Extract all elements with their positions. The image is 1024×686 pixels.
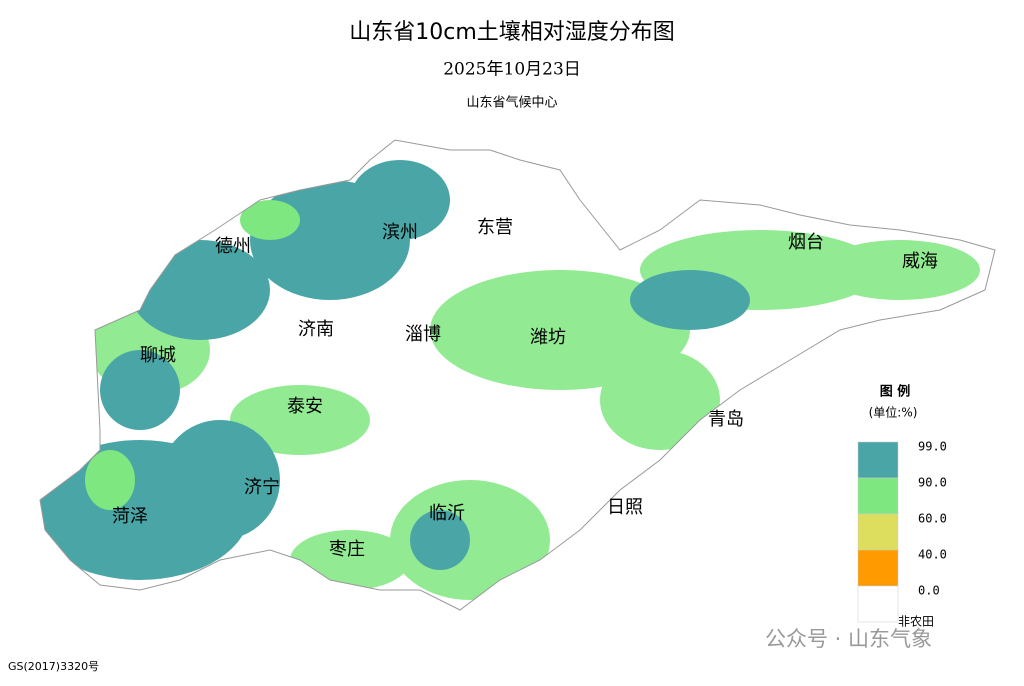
- city-label: 泰安: [287, 396, 323, 417]
- legend-swatch: [857, 585, 899, 623]
- date: 2025年10月23日: [443, 60, 581, 80]
- city-label: 济南: [298, 319, 334, 340]
- province-outline: [39, 139, 996, 611]
- city-label: 菏泽: [112, 506, 148, 527]
- city-label: 东营: [477, 217, 513, 238]
- city-label: 德州: [215, 236, 251, 257]
- legend: 99.0 90.0 60.0 40.0 0.0 非农田: [857, 440, 947, 629]
- city-label: 青岛: [708, 409, 744, 430]
- map-code: GS(2017)3320号: [8, 660, 99, 673]
- title: 山东省10cm土壤相对湿度分布图: [349, 20, 675, 45]
- city-label: 滨州: [382, 222, 418, 243]
- city-label: 临沂: [429, 503, 465, 524]
- city-label: 济宁: [244, 477, 280, 498]
- city-label: 淄博: [405, 324, 441, 345]
- watermark: 公众号 · 山东气象: [765, 627, 932, 651]
- legend-label: 0.0: [918, 584, 940, 598]
- legend-label: 非农田: [898, 615, 934, 629]
- city-label: 枣庄: [329, 539, 365, 560]
- city-label: 烟台: [788, 232, 824, 253]
- legend-unit: (单位:%): [869, 405, 918, 420]
- legend-label: 99.0: [918, 440, 947, 454]
- legend-swatch: [857, 441, 899, 479]
- legend-swatch: [857, 477, 899, 515]
- legend-title: 图 例: [880, 384, 911, 400]
- city-label: 潍坊: [530, 327, 566, 348]
- legend-label: 40.0: [918, 548, 947, 562]
- city-label: 聊城: [140, 345, 176, 366]
- legend-label: 60.0: [918, 512, 947, 526]
- city-label: 日照: [607, 497, 643, 518]
- legend-swatch: [857, 513, 899, 551]
- legend-label: 90.0: [918, 476, 947, 490]
- city-label: 威海: [902, 251, 938, 272]
- legend-swatch: [857, 549, 899, 587]
- agency: 山东省气候中心: [466, 95, 557, 111]
